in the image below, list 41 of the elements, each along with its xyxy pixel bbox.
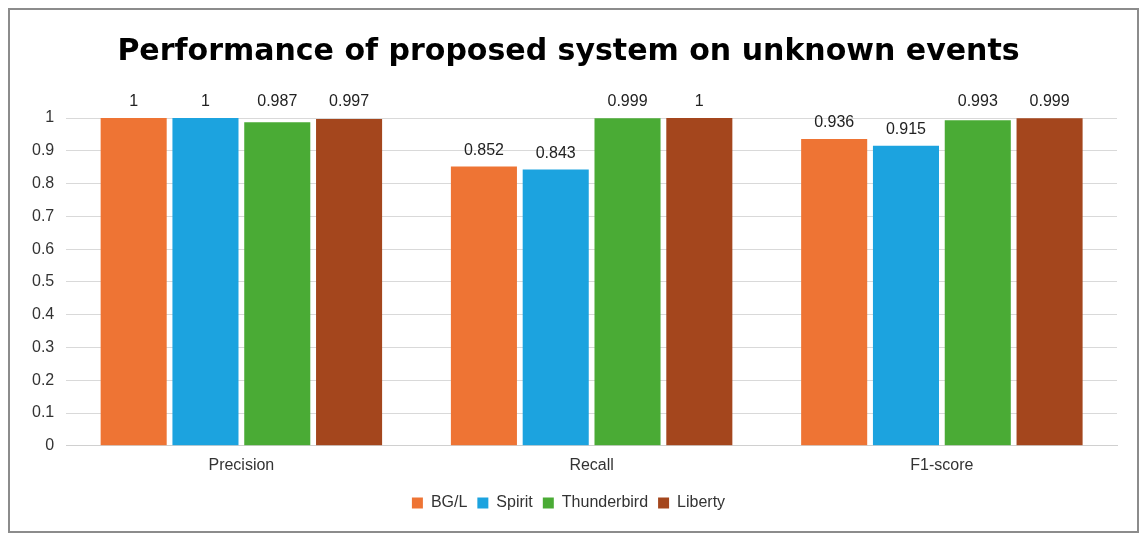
data-label: 1 xyxy=(694,92,704,110)
bar xyxy=(316,118,383,446)
data-label: 1 xyxy=(129,92,139,110)
data-label: 0.915 xyxy=(885,120,927,138)
y-tick-label: 0.8 xyxy=(31,173,55,191)
y-tick-label: 0.5 xyxy=(31,272,55,290)
x-tick-label: Recall xyxy=(569,455,614,473)
y-tick-label: 0.2 xyxy=(31,370,55,388)
y-tick-label: 0.9 xyxy=(31,141,55,159)
bar xyxy=(872,145,939,446)
bar xyxy=(522,169,589,446)
legend-label: Thunderbird xyxy=(561,493,649,511)
legend-label: Spirit xyxy=(496,493,534,511)
y-tick-label: 0.6 xyxy=(31,239,55,257)
data-label: 0.999 xyxy=(1029,92,1070,110)
x-tick-label: Precision xyxy=(208,455,275,473)
y-tick-label: 0.1 xyxy=(31,403,55,421)
bar xyxy=(666,118,733,446)
legend-label: BG/L xyxy=(430,493,468,511)
chart-title: Performance of proposed system on unknown events xyxy=(117,31,1020,67)
y-tick-label: 0.3 xyxy=(31,337,55,355)
bar xyxy=(100,118,167,446)
data-label: 0.852 xyxy=(463,140,505,158)
bar xyxy=(244,122,311,446)
data-label: 0.936 xyxy=(814,113,855,131)
y-tick-label: 1 xyxy=(45,108,55,126)
data-label: 0.999 xyxy=(607,92,648,110)
data-label: 0.987 xyxy=(257,92,298,110)
y-tick-label: 0.4 xyxy=(31,305,55,323)
data-label: 1 xyxy=(201,92,211,110)
bar xyxy=(944,120,1011,446)
bar xyxy=(450,166,517,446)
bar xyxy=(594,118,661,446)
x-tick-label: F1-score xyxy=(910,455,974,473)
bar xyxy=(1016,118,1083,446)
data-label: 0.843 xyxy=(535,143,576,161)
y-tick-label: 0.7 xyxy=(31,206,55,224)
bar xyxy=(172,118,239,446)
data-label: 0.997 xyxy=(329,92,370,110)
y-tick-label: 0 xyxy=(45,436,55,454)
bar xyxy=(801,138,868,446)
